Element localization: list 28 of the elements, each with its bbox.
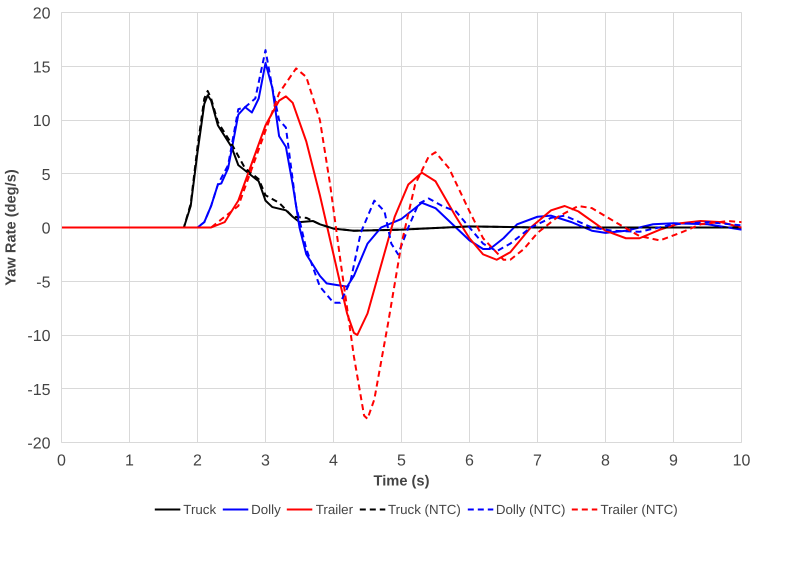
legend-label: Trailer (NTC) <box>600 502 678 516</box>
y-axis-title: Yaw Rate (deg/s) <box>3 169 20 286</box>
x-tick-label: 2 <box>193 452 202 470</box>
x-tick-label: 8 <box>601 452 610 470</box>
legend-label: Dolly (NTC) <box>496 502 566 516</box>
x-tick-label: 7 <box>533 452 542 470</box>
y-tick-label: 20 <box>32 6 51 22</box>
x-tick-label: 5 <box>397 452 406 470</box>
legend-label: Trailer <box>316 502 354 516</box>
y-tick-label: 5 <box>42 166 51 184</box>
x-tick-label: 0 <box>57 452 66 470</box>
x-tick-label: 4 <box>329 452 338 470</box>
y-tick-label: 15 <box>32 59 51 76</box>
x-tick-label: 6 <box>465 452 474 470</box>
legend-label: Dolly <box>251 502 281 516</box>
x-tick-label: 3 <box>261 452 270 470</box>
x-tick-label: 10 <box>732 452 750 470</box>
y-tick-label: 10 <box>32 113 51 130</box>
y-tick-label: -5 <box>36 274 51 292</box>
legend-label: Truck (NTC) <box>388 502 461 516</box>
legend-label: Truck <box>183 502 216 516</box>
x-tick-label: 1 <box>125 452 134 470</box>
x-axis-title: Time (s) <box>374 474 430 490</box>
y-tick-label: -20 <box>27 436 51 452</box>
y-tick-label: -10 <box>27 328 51 345</box>
y-tick-label: 0 <box>42 220 51 238</box>
y-tick-label: -15 <box>27 382 51 399</box>
x-tick-label: 9 <box>669 452 678 470</box>
